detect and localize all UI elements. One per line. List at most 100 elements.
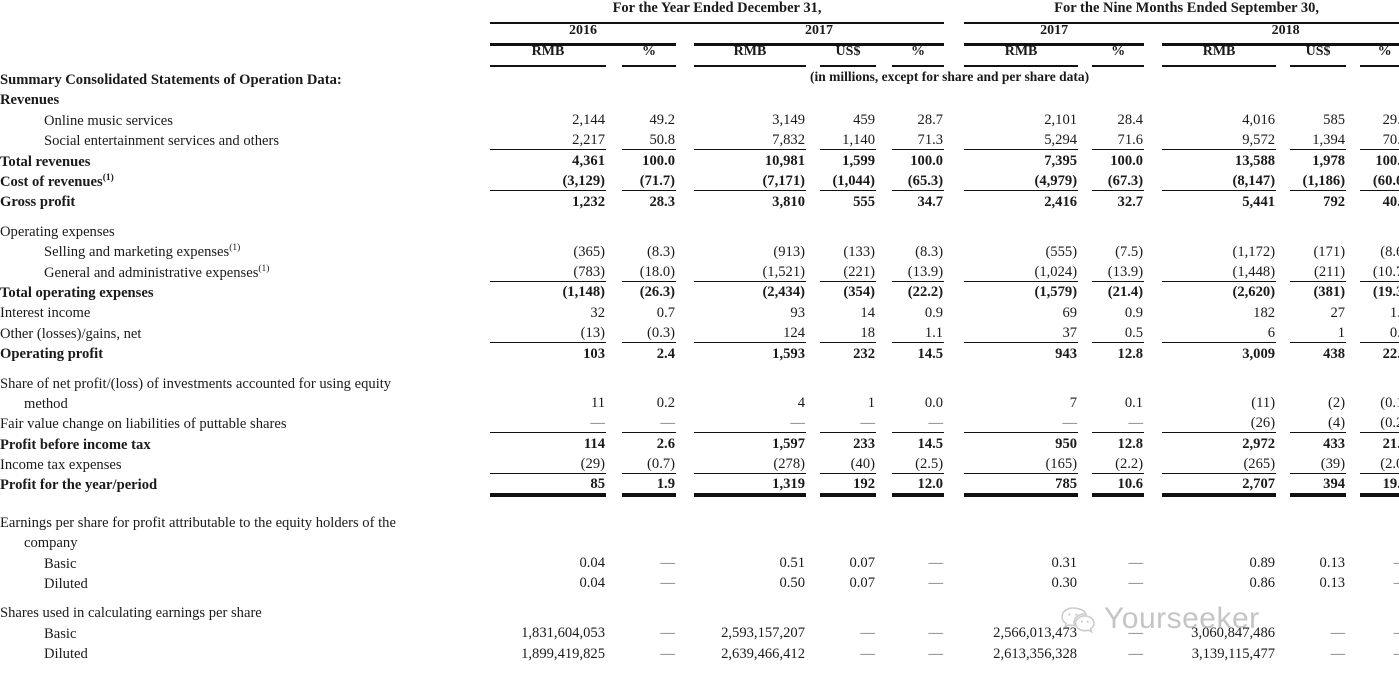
cell-fy2017-us-: —	[820, 412, 876, 434]
row-label: Income tax expenses	[0, 457, 122, 474]
header-group-title-nine-months: For the Nine Months Ended September 30,	[1054, 0, 1320, 16]
row-label: General and administrative expenses(1)	[44, 263, 270, 281]
cell-fy2016-rmb: 11	[590, 395, 605, 412]
cell-fy2016-rmb: (3,129)	[490, 170, 606, 191]
header-currencies: RMB % RMB US$ % RMB % RMB US$ %	[0, 44, 1399, 62]
cell-9m2017-: (7.5)	[1115, 243, 1144, 260]
cell-fy2017-	[892, 89, 944, 109]
cell-9m2018-rmb: (2,620)	[1232, 284, 1276, 301]
cell-fy2016-rmb: 32	[590, 304, 605, 321]
row-label: Fair value change on liabilities of putt…	[0, 416, 287, 433]
cell-9m2017-: 12.8	[1117, 436, 1144, 453]
cell-9m2017-	[1092, 372, 1144, 392]
cell-fy2017-rmb	[694, 511, 806, 531]
cell-fy2017-rmb: (278)	[694, 453, 806, 475]
header-year-rules	[0, 39, 1399, 44]
cell-fy2016-rmb	[490, 531, 606, 551]
cell-fy2017-us-: 0.07	[849, 575, 875, 592]
table-row: Total operating expenses (1,148) (26.3) (2,…	[0, 281, 1399, 301]
cell-fy2017-rmb	[694, 220, 806, 240]
table-row: Profit before income tax 114 2.6 1,597 233 14…	[0, 433, 1399, 453]
cell-9m2018-rmb: 182	[1253, 304, 1276, 321]
cell-fy2016-: 49.2	[649, 112, 675, 129]
cell-9m2017-	[1092, 601, 1144, 621]
cell-fy2017-rmb: 2,593,157,207	[721, 625, 805, 642]
header-year-2017-annual: 2017	[805, 22, 834, 38]
cell-9m2017-rmb: 2,416	[1044, 193, 1078, 210]
cell-9m2017-rmb	[964, 601, 1078, 621]
row-label: Profit before income tax	[0, 436, 151, 453]
footnote-marker: (1)	[258, 263, 270, 274]
cell-fy2016-: 100.0	[642, 153, 675, 170]
cell-9m2017-: —	[1092, 412, 1145, 434]
cell-fy2017-rmb: 3,149	[772, 112, 805, 129]
cell-fy2017-rmb: 4	[797, 395, 805, 412]
cell-fy2016-: 50.8	[622, 129, 676, 151]
cell-9m2018-rmb: 2,707	[1162, 473, 1277, 495]
table-row: Selling and marketing expenses(1) (365) (8…	[0, 240, 1399, 261]
cell-fy2017-us-: 0.07	[849, 555, 875, 572]
cell-9m2017-	[1092, 511, 1144, 531]
cell-9m2018-us-	[1290, 220, 1346, 240]
row-label: Selling and marketing expenses(1)	[44, 243, 241, 261]
cell-9m2017-: 32.7	[1117, 193, 1144, 210]
cell-fy2017-: (2.5)	[892, 453, 945, 475]
cell-fy2016-	[622, 89, 676, 109]
row-label: Revenues	[0, 92, 60, 109]
cell-9m2018-us-	[1290, 511, 1346, 531]
cell-fy2016-: 0.7	[656, 304, 675, 321]
row-label: Online music services	[44, 112, 173, 129]
row-label: Interest income	[0, 305, 91, 322]
cell-fy2017-rmb: (7,171)	[694, 170, 806, 191]
cell-fy2017-: (13.9)	[892, 260, 945, 282]
cell-fy2017-us-	[820, 601, 876, 621]
rule-col-3	[694, 61, 806, 66]
cell-fy2017-rmb	[694, 372, 806, 392]
row-spacer	[0, 494, 1399, 511]
cell-9m2018-us-: (2)	[1328, 395, 1346, 412]
cell-fy2017-rmb: 124	[694, 321, 806, 343]
cell-9m2017-rmb: —	[964, 412, 1079, 434]
row-label: Other (losses)/gains, net	[0, 325, 142, 342]
table-row: Online music services 2,144 49.2 3,149 459 28…	[0, 109, 1399, 129]
table-row: Cost of revenues(1) (3,129) (71.7) (7,171) (…	[0, 170, 1399, 191]
cell-9m2018-us-: 1	[1290, 321, 1347, 343]
cell-fy2017-rmb: (913)	[773, 243, 805, 260]
cell-9m2017-: (13.9)	[1092, 260, 1145, 282]
cell-9m2018-: (0.1)	[1380, 395, 1399, 412]
table-row: Revenues	[0, 89, 1399, 109]
cell-9m2017-: 10.6	[1092, 473, 1145, 495]
table-row: Total revenues 4,361 100.0 10,981 1,599 100.0…	[0, 150, 1399, 170]
cell-fy2016-rmb: (365)	[573, 243, 605, 260]
row-label: Social entertainment services and others	[44, 133, 280, 150]
cell-9m2017-: 12.8	[1117, 345, 1144, 362]
cell-fy2017-rmb: 1,597	[772, 436, 805, 453]
cell-9m2018-: 21.9	[1382, 436, 1399, 453]
cell-9m2018-us-: 433	[1323, 436, 1346, 453]
cell-9m2017-rmb	[964, 511, 1078, 531]
table-row: Profit for the year/period 85 1.9 1,319 192 1…	[0, 473, 1399, 495]
cell-9m2018-: —	[1360, 642, 1399, 662]
header-units-row: Summary Consolidated Statements of Opera…	[0, 65, 1399, 89]
row-label: Diluted	[44, 646, 88, 663]
table-row: Interest income 32 0.7 93 14 0.9 69 0.9 182 27 1.3	[0, 301, 1399, 321]
header-col-9m2018-pct: %	[1377, 44, 1392, 59]
table-row: Diluted 1,899,419,825 — 2,639,466,412 — — 2,61…	[0, 642, 1399, 663]
cell-fy2016-rmb: 1,899,419,825	[521, 645, 605, 662]
cell-9m2018-: —	[1360, 622, 1399, 642]
cell-fy2017-us-	[820, 220, 876, 240]
rule-col-2	[622, 61, 676, 66]
cell-9m2017-: —	[1128, 575, 1144, 592]
header-col-fy2017-usd: US$	[835, 44, 861, 59]
table-row: Other (losses)/gains, net (13) (0.3) 124 18 1…	[0, 321, 1399, 343]
cell-9m2018-us-: (171)	[1313, 243, 1346, 260]
header-col-9m2017-rmb: RMB	[1004, 44, 1038, 59]
table-row: Basic 0.04 — 0.51 0.07 — 0.31 — 0.89 0.13 —	[0, 552, 1399, 572]
cell-9m2018-: 0.0	[1360, 321, 1399, 343]
cell-fy2017-us-	[820, 89, 876, 109]
cell-fy2017-: (8.3)	[915, 243, 944, 260]
cell-9m2018-rmb: 9,572	[1162, 129, 1277, 151]
cell-9m2018-us-: 1,978	[1312, 153, 1346, 170]
cell-fy2017-: 34.7	[917, 193, 944, 210]
cell-9m2018-us-: —	[1330, 625, 1346, 642]
